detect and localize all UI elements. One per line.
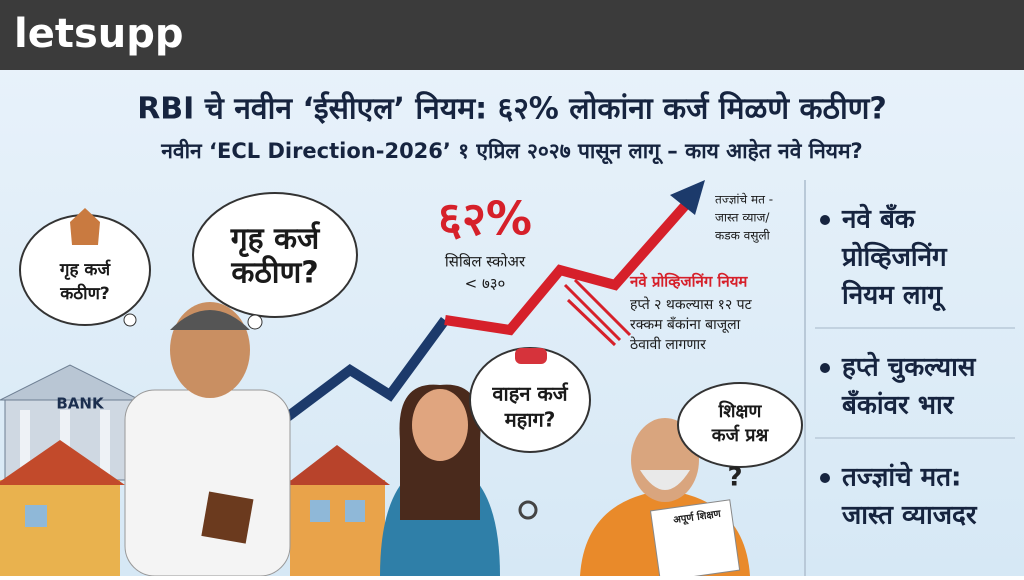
provisioning-heading: नवे प्रोव्हिजनिंग नियम	[629, 273, 748, 291]
stat-caption: < ७३०	[465, 275, 506, 293]
provisioning-text: रक्कम बँकांना बाजूला	[630, 316, 741, 333]
bubble-text: कठीण?	[59, 283, 110, 304]
text-layer: गृह कर्जकठीण?गृह कर्जकठीण?वाहन कर्जमहाग?…	[59, 193, 1015, 531]
question-mark: ?	[727, 463, 742, 493]
bubble-dot	[247, 314, 263, 330]
bubble-text: शिक्षण	[718, 400, 763, 422]
provisioning-text: हप्ते २ थकल्यास १२ पट	[630, 296, 753, 313]
stat-value: ६२%	[438, 192, 532, 246]
houses	[0, 440, 390, 576]
thought-bubble	[677, 382, 803, 468]
woman-figure	[380, 384, 538, 576]
sidebar-point: प्रोव्हिजनिंग	[841, 242, 948, 273]
arrow-head	[670, 180, 705, 215]
title: RBI चे नवीन ‘ईसीएल’ नियम: ६२% लोकांना कर…	[137, 91, 887, 127]
stat-caption: सिबिल स्कोअर	[445, 253, 526, 271]
sidebar-point: नवे बँक	[841, 204, 916, 235]
thought-bubble	[192, 192, 358, 318]
logo[interactable]: letsupp	[14, 11, 184, 57]
provisioning-text: ठेवावी लागणार	[630, 336, 706, 353]
bubble-text: वाहन कर्ज	[491, 382, 568, 406]
house-icon	[70, 208, 100, 245]
trend-line	[444, 196, 694, 336]
trend-line	[267, 317, 450, 434]
car-icon	[515, 348, 547, 364]
bubble-dot	[123, 313, 137, 327]
bank-sign: BANK	[56, 395, 105, 413]
bullet	[820, 473, 830, 483]
bullet	[820, 215, 830, 225]
expert-note: जास्त व्याज/	[715, 211, 770, 225]
barrier	[563, 278, 632, 347]
bubble-text: कर्ज प्रश्न	[711, 424, 770, 446]
bubble-text: महाग?	[504, 408, 556, 432]
header-bar	[0, 0, 1024, 70]
expert-note: तज्ज्ञांचे मत -	[715, 193, 773, 207]
sidebar-point: बँकांवर भार	[841, 390, 955, 421]
sidebar-point: जास्त व्याजदर	[841, 501, 978, 531]
expert-note: कडक वसुली	[715, 229, 771, 244]
sidebar-point: तज्ज्ञांचे मत:	[841, 462, 961, 493]
bubble-text: गृह कर्ज	[230, 221, 321, 258]
bubble-text: कठीण?	[230, 255, 318, 291]
sidebar-point: हप्ते चुकल्यास	[841, 352, 977, 384]
subtitle: नवीन ‘ECL Direction-2026’ १ एप्रिल २०२७ …	[160, 138, 862, 165]
man-figure	[124, 302, 291, 577]
bullet	[820, 363, 830, 373]
sidebar-point: नियम लागू	[841, 280, 947, 312]
bubble-text: गृह कर्ज	[59, 259, 112, 280]
